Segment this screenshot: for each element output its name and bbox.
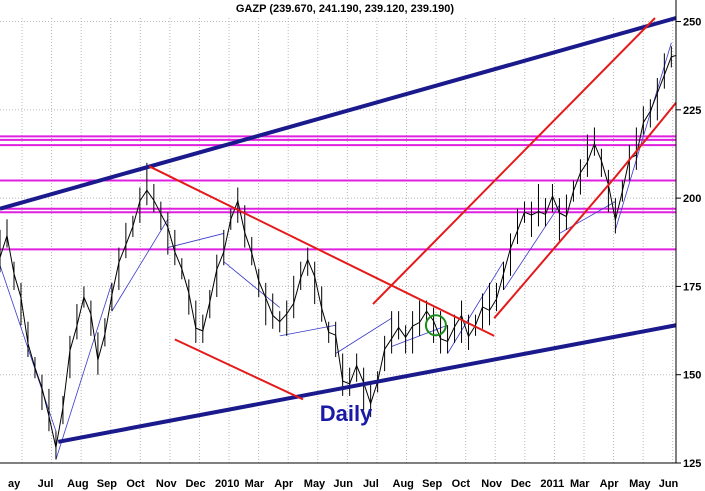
fine-trendline [615, 42, 672, 231]
y-tick-label: 150 [683, 370, 701, 382]
x-tick-label: Aug [393, 478, 414, 490]
fine-trendline [223, 261, 280, 308]
channel-upper-line [0, 16, 677, 211]
x-tick-label: 2010 [215, 478, 239, 490]
x-tick-label: 2011 [540, 478, 564, 490]
y-tick-label: 225 [683, 105, 701, 117]
x-tick-label: Mar [570, 478, 590, 490]
x-tick-label: Apr [600, 478, 620, 490]
fine-trendline [111, 219, 169, 312]
fine-trendline [55, 282, 113, 460]
x-tick-label: Oct [126, 478, 145, 490]
x-tick-label: Jul [363, 478, 379, 490]
y-tick-label: 175 [683, 281, 701, 293]
x-tick-label: Dec [185, 478, 205, 490]
daily-annotation: Daily [320, 401, 373, 426]
red-channel-lines [148, 17, 677, 401]
circle-marker [424, 314, 447, 337]
x-tick-label: ay [8, 478, 21, 490]
fine-trendlines [0, 42, 672, 460]
fine-trendline [167, 233, 224, 248]
x-tick-label: May [304, 478, 326, 490]
x-tick-label: Mar [245, 478, 265, 490]
long-term-channel [0, 16, 677, 444]
fine-trendline [559, 201, 616, 234]
y-tick-label: 125 [683, 458, 701, 470]
x-tick-label: Sep [97, 478, 117, 490]
red-trendline [493, 102, 677, 319]
fine-trendline [503, 204, 560, 291]
price-series [0, 42, 677, 460]
y-tick-label: 250 [683, 17, 701, 29]
fine-trendline [447, 261, 504, 354]
x-axis: ay Jul Aug Sep Oct Nov Dec 2010 Mar Apr May Jun Jul A… [8, 478, 679, 490]
chart-title: GAZP (239.670, 241.190, 239.120, 239.190… [236, 3, 454, 15]
x-tick-label: Nov [156, 478, 178, 490]
x-tick-label: Jun [659, 478, 679, 490]
highlight-circle [424, 314, 447, 337]
red-trendline [174, 338, 304, 401]
grid [0, 18, 676, 464]
x-tick-label: Oct [452, 478, 471, 490]
horizontal-levels [0, 135, 676, 251]
y-tick-label: 200 [683, 193, 701, 205]
fine-trendline [335, 317, 392, 354]
x-tick-label: Jun [333, 478, 353, 490]
red-trendline [372, 17, 656, 305]
x-tick-label: Sep [422, 478, 442, 490]
red-trendline [148, 165, 495, 337]
price-line [0, 55, 677, 448]
x-tick-label: Nov [481, 478, 503, 490]
fine-trendline [279, 324, 336, 337]
x-tick-label: Jul [38, 478, 54, 490]
x-tick-label: Apr [274, 478, 294, 490]
channel-lower-line [57, 323, 677, 444]
y-axis: 125 150 175 200 225 250 [0, 0, 701, 470]
x-tick-label: May [629, 478, 651, 490]
x-tick-label: Dec [511, 478, 531, 490]
x-tick-label: Aug [67, 478, 88, 490]
